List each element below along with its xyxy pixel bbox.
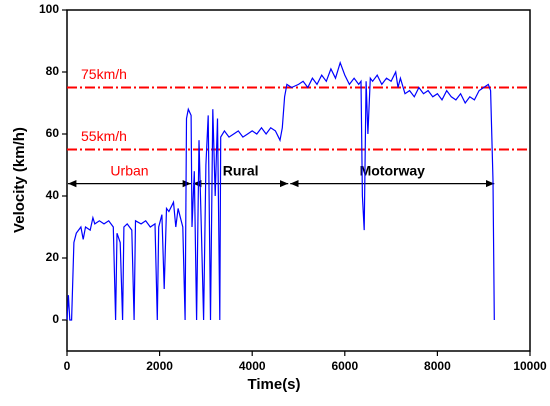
y-tick-label: 100 (39, 2, 59, 16)
y-axis-label: Velocity (km/h) (11, 127, 28, 233)
y-tick-label: 40 (46, 188, 60, 202)
plot-frame (66, 9, 531, 352)
segment-label: Urban (110, 162, 148, 178)
y-tick-label: 0 (52, 312, 59, 326)
y-tick-label: 80 (46, 64, 60, 78)
x-tick-label: 2000 (146, 359, 173, 373)
y-tick-label: 60 (46, 126, 60, 140)
x-tick-label: 6000 (331, 359, 358, 373)
x-tick-label: 8000 (424, 359, 451, 373)
x-tick-label: 10000 (513, 359, 547, 373)
x-axis-label: Time(s) (247, 376, 300, 393)
reference-label: 75km/h (81, 66, 127, 82)
segment-label: Rural (223, 162, 259, 178)
reference-label: 55km/h (81, 128, 127, 144)
y-tick-label: 20 (46, 250, 60, 264)
x-tick-label: 0 (64, 359, 71, 373)
x-tick-label: 4000 (239, 359, 266, 373)
segment-label: Motorway (360, 162, 426, 178)
velocity-line (66, 60, 495, 321)
